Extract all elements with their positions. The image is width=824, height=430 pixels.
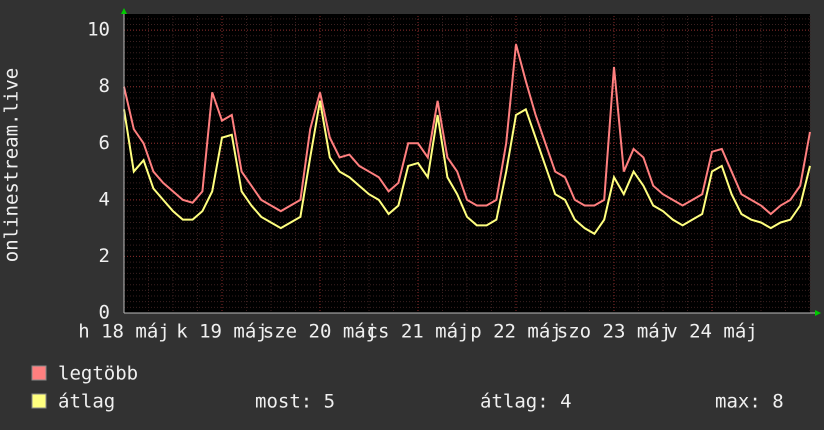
stat: most: 5 (255, 391, 335, 413)
x-arrow (815, 310, 821, 316)
lines (123, 44, 811, 236)
y-arrow (121, 8, 127, 14)
legend: legtöbb átlag most: 5 átlag: 4 max: 8 (31, 363, 784, 413)
x-tick-label: sze 20 máj (263, 321, 377, 343)
y-tick-label: 6 (99, 132, 110, 154)
x-tick-label: p 22 máj (470, 321, 562, 343)
x-tick-label: cs 21 máj (367, 321, 470, 343)
y-tick-label: 8 (99, 75, 110, 97)
legend-label: átlag (58, 391, 115, 413)
y-tick-label: 4 (99, 188, 110, 210)
y-axis-label: onlinestream.live (1, 68, 23, 262)
stat: átlag: 4 (480, 391, 572, 413)
y-tick-label: 10 (87, 19, 110, 41)
legend-label: legtöbb (58, 363, 138, 385)
stat: max: 8 (715, 391, 784, 413)
y-tick-label: 2 (99, 245, 110, 267)
x-tick-label: v 24 máj (666, 321, 758, 343)
legend-swatch (31, 393, 47, 409)
y-tick-label: 0 (99, 302, 110, 324)
x-tick-label: szo 23 máj (557, 321, 671, 343)
legend-swatch (31, 365, 47, 381)
series-line (123, 100, 811, 236)
x-tick-label: h 18 máj (78, 321, 170, 343)
series-line (123, 44, 811, 216)
x-tick-label: k 19 máj (176, 321, 268, 343)
